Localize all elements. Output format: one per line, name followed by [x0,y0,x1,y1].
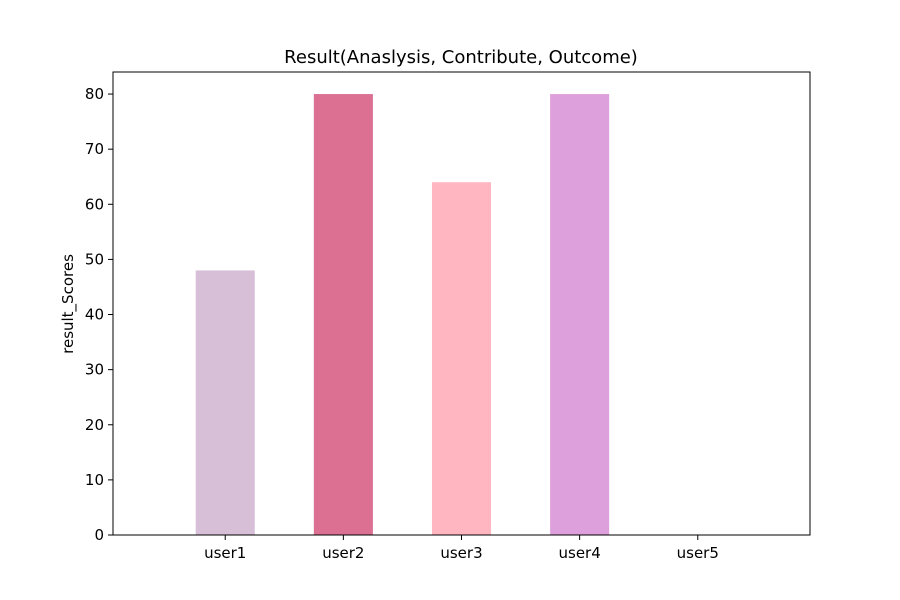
y-ticks-group: 0 10 20 30 40 50 60 70 80 [85,85,113,544]
y-tick-label: 60 [85,195,104,213]
x-tick-label: user2 [322,544,364,562]
bar-user1 [195,270,255,535]
bar-user4 [550,94,610,536]
bar-user2 [313,94,373,536]
y-tick-label: 70 [85,140,104,158]
x-tick-label: user5 [677,544,719,562]
chart-title: Result(Anaslysis, Contribute, Outcome) [284,47,638,68]
y-tick-label: 20 [85,416,104,434]
y-tick-label: 80 [85,85,104,103]
y-tick-label: 10 [85,471,104,489]
x-tick-label: user4 [559,544,601,562]
bar-user3 [431,182,492,536]
y-tick-label: 0 [94,526,104,544]
plot-frame [112,71,811,536]
y-axis-label: result_Scores [59,254,78,354]
y-tick-label: 30 [85,361,104,379]
y-tick-label: 50 [85,250,104,268]
y-tick-label: 40 [85,306,104,324]
x-tick-label: user3 [440,544,482,562]
x-tick-label: user1 [204,544,246,562]
bars-group [195,94,610,536]
x-ticks-group: user1 user2 user3 user4 user5 [204,535,719,562]
